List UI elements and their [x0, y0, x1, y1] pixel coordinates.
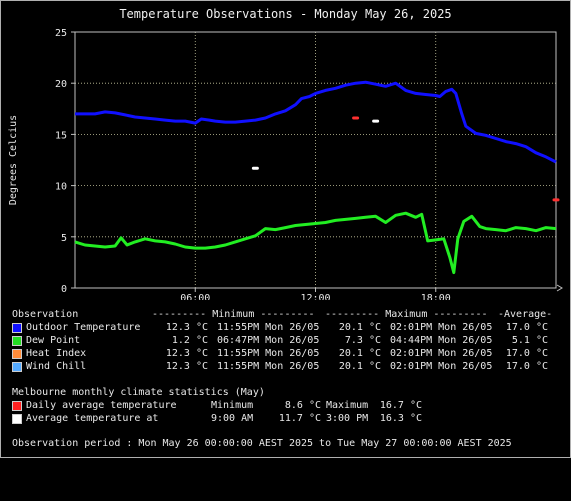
daily-average-temperature-marker — [352, 116, 360, 120]
plot-border — [74, 31, 557, 289]
climate-row-average-at: Average temperature at 9:00 AM 11.7 °C 3… — [12, 413, 422, 425]
chart-axes: 0 5 10 15 20 25 06:00 12:00 18:00 — [55, 28, 563, 300]
max-value: 20.1 °C — [338, 361, 381, 372]
avg-value: 5.1 °C — [511, 335, 548, 346]
min-time: 11:55PM Mon 26/05 — [217, 322, 320, 333]
climate-label: Average temperature at — [26, 413, 159, 424]
y-axis-label: Degrees Celcius — [8, 115, 19, 205]
y-tick-label: 15 — [55, 130, 67, 141]
legend-label: Heat Index — [26, 348, 87, 359]
max-time: 02:01PM Mon 26/05 — [390, 322, 493, 333]
y-tick-label: 5 — [61, 233, 67, 244]
header-average: -Average- — [498, 309, 553, 320]
average-temperature-at-marker — [251, 166, 259, 170]
observation-period-text: Observation period : Mon May 26 00:00:00… — [12, 438, 512, 449]
climate-col1-label: Minimum — [211, 400, 254, 411]
min-time: 11:55PM Mon 26/05 — [217, 348, 320, 359]
dew-point-line — [74, 211, 557, 275]
legend-label: Wind Chill — [26, 361, 87, 372]
climate-col1-label: 9:00 AM — [211, 413, 254, 424]
outdoor-temperature-swatch — [12, 323, 22, 333]
climate-label: Daily average temperature — [26, 400, 177, 411]
min-value: 12.3 °C — [165, 322, 208, 333]
legend-label: Dew Point — [26, 335, 81, 346]
y-tick-label: 20 — [55, 79, 67, 90]
heat-index-swatch — [12, 349, 22, 359]
climate-col1-value: 11.7 °C — [278, 413, 321, 424]
climate-col2-value: 16.3 °C — [379, 413, 422, 424]
observation-period: Observation period : Mon May 26 00:00:00… — [12, 438, 512, 450]
y-tick-label: 25 — [55, 28, 67, 39]
wind-chill-swatch — [12, 362, 22, 372]
x-tick-label: 12:00 — [300, 293, 330, 300]
header-minimum: --------- Minimum --------- — [152, 309, 315, 320]
min-time: 11:55PM Mon 26/05 — [217, 361, 320, 372]
min-value: 12.3 °C — [165, 361, 208, 372]
legend-row-heat-index: Heat Index 12.3 °C 11:55PM Mon 26/05 20.… — [12, 348, 548, 360]
x-tick-label: 06:00 — [180, 293, 210, 300]
legend-header: Observation --------- Minimum --------- … — [12, 309, 552, 321]
avg-value: 17.0 °C — [505, 348, 548, 359]
min-value: 1.2 °C — [171, 335, 208, 346]
x-axis-arrow — [556, 284, 563, 292]
avg-value: 17.0 °C — [505, 322, 548, 333]
chart-series — [74, 80, 557, 275]
legend-row-wind-chill: Wind Chill 12.3 °C 11:55PM Mon 26/05 20.… — [12, 361, 548, 373]
max-time: 02:01PM Mon 26/05 — [390, 361, 493, 372]
climate-col1-value: 8.6 °C — [284, 400, 321, 411]
min-value: 12.3 °C — [165, 348, 208, 359]
chart-grid — [75, 32, 556, 288]
header-observation: Observation — [12, 309, 79, 320]
daily-average-temperature-marker — [552, 198, 560, 202]
avg-value: 17.0 °C — [505, 361, 548, 372]
average-at-swatch — [12, 414, 22, 424]
climate-header-text: Melbourne monthly climate statistics (Ma… — [12, 387, 265, 398]
min-time: 06:47PM Mon 26/05 — [217, 335, 320, 346]
temperature-chart: 0 5 10 15 20 25 06:00 12:00 18:00 Degrees Celciu… — [8, 28, 563, 300]
max-time: 04:44PM Mon 26/05 — [390, 335, 493, 346]
outdoor-temperature-line — [75, 80, 557, 164]
max-time: 02:01PM Mon 26/05 — [390, 348, 493, 359]
climate-col2-label: 3:00 PM — [326, 413, 369, 424]
chart-markers — [251, 116, 560, 202]
dew-point-swatch — [12, 336, 22, 346]
max-value: 7.3 °C — [344, 335, 381, 346]
average-temperature-at-marker — [372, 119, 380, 123]
legend-row-dew-point: Dew Point 1.2 °C 06:47PM Mon 26/05 7.3 °… — [12, 335, 548, 347]
climate-col2-value: 16.7 °C — [379, 400, 422, 411]
climate-col2-label: Maximum — [326, 400, 369, 411]
legend-row-outdoor-temperature: Outdoor Temperature 12.3 °C 11:55PM Mon … — [12, 322, 548, 334]
y-tick-label: 10 — [55, 182, 67, 193]
legend-label: Outdoor Temperature — [26, 322, 141, 333]
x-tick-label: 18:00 — [421, 293, 451, 300]
max-value: 20.1 °C — [338, 348, 381, 359]
chart-title: Temperature Observations - Monday May 26… — [119, 7, 452, 21]
daily-average-swatch — [12, 401, 22, 411]
climate-row-daily-average: Daily average temperature Minimum 8.6 °C… — [12, 400, 422, 412]
header-maximum: --------- Maximum --------- — [325, 309, 488, 320]
climate-header: Melbourne monthly climate statistics (Ma… — [12, 387, 265, 399]
max-value: 20.1 °C — [338, 322, 381, 333]
y-tick-label: 0 — [61, 284, 67, 295]
